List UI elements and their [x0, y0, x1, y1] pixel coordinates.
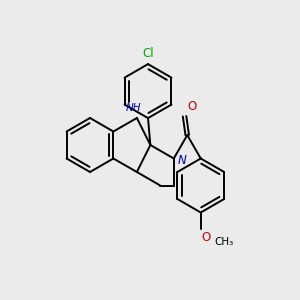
Text: N: N: [178, 154, 187, 167]
Text: NH: NH: [126, 103, 142, 113]
Text: O: O: [188, 100, 197, 113]
Text: Cl: Cl: [142, 47, 154, 60]
Text: CH₃: CH₃: [214, 237, 233, 247]
Text: O: O: [202, 231, 211, 244]
